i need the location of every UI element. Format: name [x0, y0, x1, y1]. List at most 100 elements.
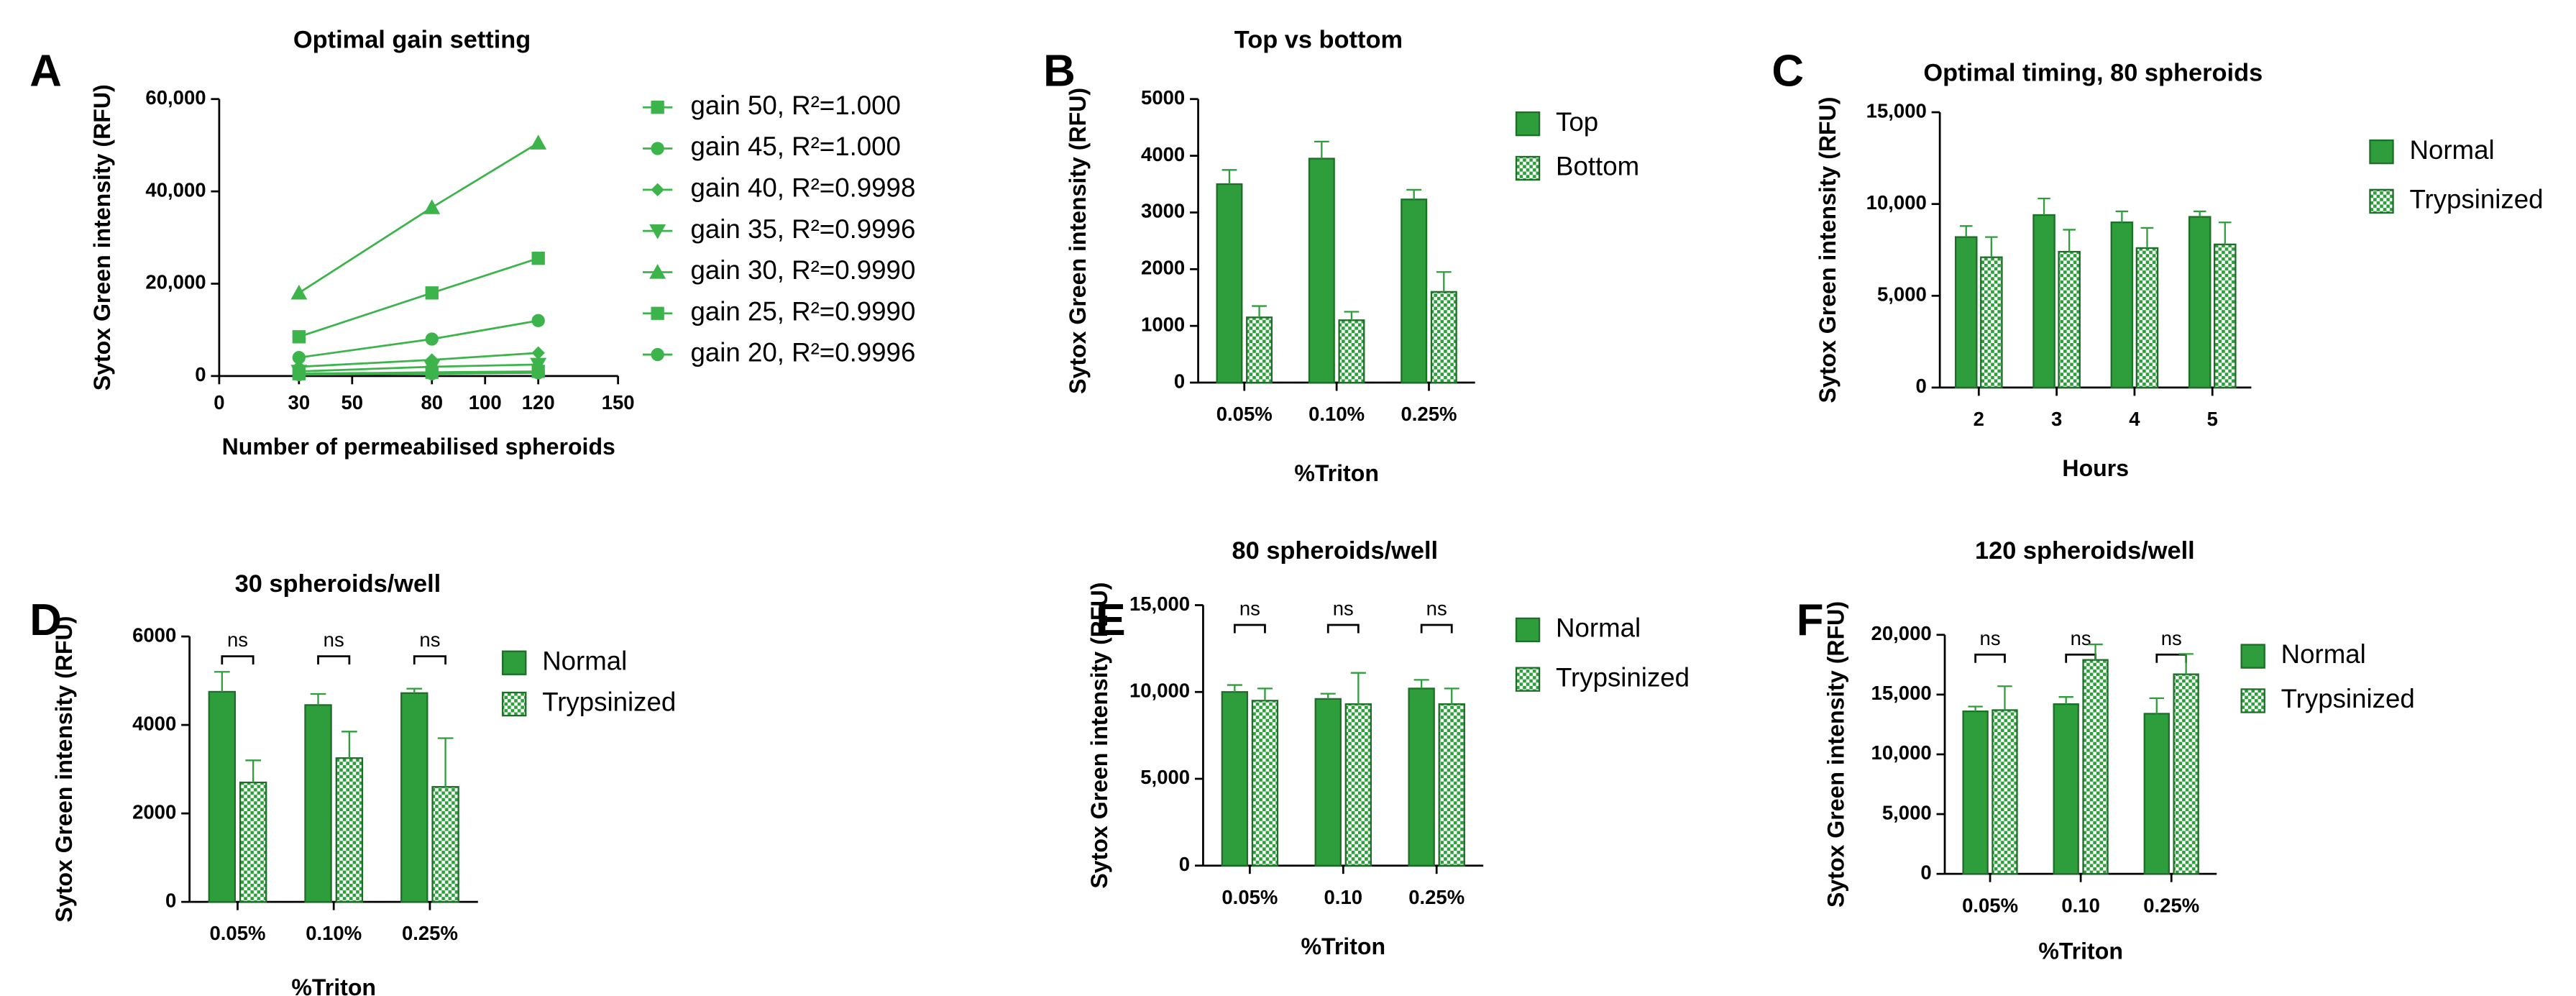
- error-bar: [2115, 210, 2129, 223]
- x-tick-label: 0.10: [1324, 886, 1363, 908]
- bar: [1221, 691, 1249, 867]
- bar: [2173, 673, 2199, 875]
- marker: [531, 366, 545, 380]
- y-tick-label: 60,000: [145, 86, 206, 109]
- error-bar: [342, 731, 357, 759]
- legend-swatch: [2369, 139, 2394, 165]
- significance-bracket: [221, 655, 255, 665]
- bar: [239, 781, 267, 903]
- y-axis-label: Sytox Green intensity (RFU): [51, 616, 77, 923]
- error-bar: [1227, 684, 1242, 693]
- marker: [649, 224, 666, 239]
- error-bar: [1257, 687, 1273, 701]
- error-bar: [1406, 188, 1422, 200]
- bar: [1962, 710, 1989, 875]
- panel-label: B: [1043, 47, 1076, 96]
- error-bar: [1436, 271, 1452, 292]
- legend-label: Trypsinized: [2409, 185, 2543, 214]
- y-axis-label: Sytox Green intensity (RFU): [1823, 601, 1848, 908]
- y-axis-label: Sytox Green intensity (RFU): [89, 84, 115, 390]
- x-axis-label: %Triton: [2038, 938, 2123, 964]
- x-tick-label: 0.10: [2061, 894, 2100, 916]
- error-bar: [2058, 696, 2073, 705]
- x-tick-label: 0.25%: [402, 922, 458, 944]
- significance-bracket: [2155, 653, 2188, 663]
- line: [298, 319, 538, 359]
- bar: [1251, 700, 1279, 867]
- bar: [1216, 183, 1243, 384]
- y-tick-label: 4000: [1141, 143, 1185, 165]
- error-bar: [2088, 643, 2103, 660]
- x-tick-label: 0.25%: [1401, 403, 1457, 425]
- x-axis-label: Number of permeabilised spheroids: [222, 434, 615, 460]
- marker: [531, 252, 545, 265]
- bar: [2032, 214, 2055, 389]
- x-tick-label: 5: [2207, 408, 2218, 430]
- legend-swatch: [1515, 111, 1541, 137]
- x-tick-label: 50: [342, 391, 364, 414]
- legend-swatch: [2369, 188, 2394, 214]
- chart-title: 120 spheroids/well: [1975, 537, 2195, 565]
- x-tick-label: 3: [2051, 408, 2062, 430]
- legend-label: gain 20, R²=0.9996: [691, 338, 916, 367]
- y-tick-label: 15,000: [1866, 99, 1927, 122]
- chart-title: 80 spheroids/well: [1232, 537, 1439, 565]
- legend-swatch: [1515, 155, 1541, 181]
- legend-swatch: [2240, 644, 2265, 669]
- bar: [1438, 703, 1465, 867]
- legend-label: gain 50, R²=1.000: [691, 91, 901, 120]
- significance-label: ns: [324, 629, 344, 651]
- marker: [290, 365, 308, 380]
- error-bar: [1413, 679, 1429, 689]
- legend-swatch: [1515, 667, 1541, 692]
- y-axis-label: Sytox Green intensity (RFU): [1086, 582, 1112, 889]
- legend-label: Trypsinized: [1556, 662, 1690, 692]
- significance-label: ns: [227, 629, 248, 651]
- x-tick-label: 100: [469, 391, 502, 414]
- bar: [1991, 709, 2018, 875]
- panel-label: D: [29, 595, 62, 645]
- x-tick-label: 0.05%: [209, 922, 265, 944]
- legend-label: Bottom: [1556, 152, 1639, 181]
- legend-label: gain 30, R²=0.9990: [691, 255, 916, 285]
- marker: [651, 306, 664, 320]
- bar: [335, 757, 364, 903]
- panel-label: E: [1096, 595, 1125, 645]
- y-tick-label: 6000: [132, 623, 176, 646]
- chart-title: 30 spheroids/well: [235, 570, 441, 598]
- bar: [2143, 713, 2170, 875]
- marker: [423, 199, 441, 214]
- marker: [651, 101, 664, 114]
- marker: [649, 263, 666, 279]
- y-tick-label: 4000: [132, 712, 176, 734]
- error-bar: [2038, 197, 2050, 216]
- legend-swatch: [1515, 617, 1541, 643]
- x-axis-label: Hours: [2062, 455, 2129, 481]
- error-bar: [214, 671, 230, 692]
- y-tick-label: 10,000: [1871, 741, 1932, 764]
- significance-bracket: [317, 655, 351, 665]
- marker: [292, 330, 306, 344]
- error-bar: [2219, 221, 2232, 245]
- panel-label: F: [1797, 595, 1824, 645]
- x-axis-label: %Triton: [1301, 933, 1385, 959]
- bar: [1954, 236, 1978, 389]
- bar: [208, 690, 237, 903]
- error-bar: [2140, 227, 2154, 248]
- y-tick-label: 2000: [132, 800, 176, 823]
- bar: [1430, 291, 1457, 384]
- error-bar: [1221, 169, 1237, 185]
- bar: [304, 704, 332, 903]
- significance-bracket: [1233, 623, 1266, 634]
- error-bar: [1959, 225, 1973, 237]
- significance-label: ns: [2161, 627, 2182, 649]
- x-tick-label: 2: [1974, 408, 1984, 430]
- error-bar: [245, 759, 261, 783]
- legend-label: Normal: [2281, 639, 2366, 669]
- legend-label: Top: [1556, 107, 1598, 137]
- bar: [1338, 319, 1365, 384]
- error-bar: [2149, 697, 2165, 714]
- bar: [2214, 243, 2237, 389]
- legend-label: Trypsinized: [2281, 684, 2415, 713]
